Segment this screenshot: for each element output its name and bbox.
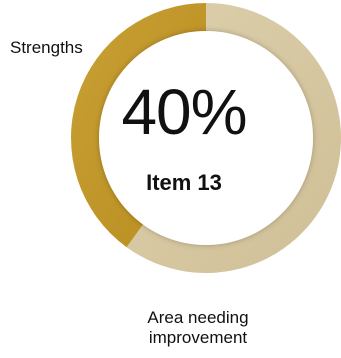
slice-label-area-line1: Area needing bbox=[147, 308, 249, 327]
slice-label-strengths: Strengths bbox=[10, 38, 83, 57]
slice-strengths bbox=[71, 3, 206, 248]
donut-center-hole bbox=[99, 31, 313, 245]
slice-label-area-needing-improvement: Area needing improvement bbox=[118, 308, 278, 348]
slice-label-area-line2: improvement bbox=[148, 328, 248, 347]
center-value: 40% bbox=[121, 76, 247, 148]
center-label: Item 13 bbox=[146, 170, 222, 195]
